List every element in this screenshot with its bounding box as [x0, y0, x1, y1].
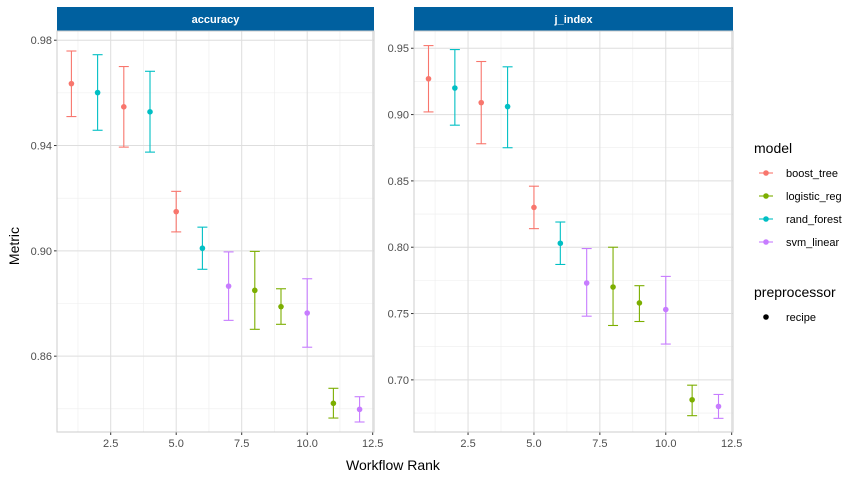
data-point-boost_tree	[121, 104, 127, 110]
y-tick-label: 0.94	[31, 141, 52, 153]
data-point-logistic_reg	[610, 284, 616, 290]
facet-strip-label: j_index	[554, 14, 594, 26]
data-point-logistic_reg	[278, 303, 284, 310]
x-tick-label: 2.5	[460, 438, 475, 450]
panel-background	[414, 31, 733, 432]
data-point-rand_forest	[147, 109, 153, 115]
legend-item-svm_linear: svm_linear	[759, 237, 840, 249]
legend: model boost_tree logistic_reg rand_forestsv…	[754, 140, 842, 324]
legend-key-point	[763, 314, 769, 320]
y-tick-label: 0.85	[388, 176, 409, 188]
panel-border	[413, 30, 734, 433]
data-point-svm_linear	[715, 403, 722, 410]
x-tick-label: 2.5	[103, 438, 118, 450]
legend-key-point	[763, 193, 769, 199]
legend-title-model: model	[754, 140, 792, 156]
legend-label: svm_linear	[786, 237, 840, 249]
legend-item-recipe: recipe	[763, 312, 816, 324]
legend-item-logistic_reg: logistic_reg	[759, 191, 842, 203]
legend-label: boost_tree	[786, 168, 838, 180]
facet-strip	[57, 7, 374, 31]
y-tick-label: 0.75	[388, 309, 409, 321]
y-tick-label: 0.95	[388, 43, 409, 55]
data-point-boost_tree	[68, 80, 75, 87]
x-tick-label: 5.0	[169, 438, 184, 450]
data-point-svm_linear	[356, 406, 363, 413]
panel-border	[56, 30, 375, 433]
x-tick-label: 10.0	[655, 438, 676, 450]
legend-title-preprocessor: preprocessor	[754, 284, 836, 300]
x-axis-title: Workflow Rank	[346, 457, 441, 473]
legend-label: logistic_reg	[786, 191, 842, 203]
legend-item-rand_forest: rand_forest	[759, 214, 842, 226]
data-point-svm_linear	[304, 310, 310, 316]
data-point-boost_tree	[531, 204, 537, 211]
panel-background	[57, 31, 374, 432]
legend-key-point	[763, 216, 769, 222]
y-tick-label: 0.86	[31, 351, 52, 363]
data-point-boost_tree	[478, 99, 485, 106]
legend-label: rand_forest	[786, 214, 842, 226]
facet-panels: accuracy 2.5 5.0 7.5 10.0 12.5 0.86 0.90 0.94 0.9…	[31, 7, 742, 450]
facet-strip-label: accuracy	[192, 14, 241, 26]
facet-strip	[414, 7, 733, 31]
data-point-rand_forest	[504, 103, 511, 110]
facet-panel-j_index: j_index 2.5 5.0 7.5 10.0 12.5 0.70 0.75 0.80 0.85…	[388, 7, 742, 450]
data-point-logistic_reg	[251, 287, 258, 294]
x-tick-label: 7.5	[592, 438, 607, 450]
data-point-svm_linear	[583, 280, 590, 286]
x-tick-label: 5.0	[526, 438, 541, 450]
y-tick-label: 0.90	[388, 110, 409, 122]
data-point-rand_forest	[452, 85, 458, 91]
y-tick-label: 0.80	[388, 242, 409, 254]
facet-panel-accuracy: accuracy 2.5 5.0 7.5 10.0 12.5 0.86 0.90 0.94 0.9…	[31, 7, 383, 450]
x-tick-label: 12.5	[721, 438, 742, 450]
y-axis-title: Metric	[6, 227, 22, 265]
y-tick-label: 0.98	[31, 35, 52, 47]
data-point-svm_linear	[225, 283, 232, 289]
data-point-boost_tree	[425, 75, 432, 82]
x-tick-label: 10.0	[296, 438, 317, 450]
data-point-logistic_reg	[689, 396, 695, 403]
x-tick-label: 7.5	[234, 438, 249, 450]
y-tick-label: 0.70	[388, 375, 409, 387]
y-tick-label: 0.90	[31, 246, 52, 258]
x-tick-label: 12.5	[362, 438, 383, 450]
data-point-boost_tree	[173, 208, 180, 215]
data-point-logistic_reg	[330, 400, 337, 407]
data-point-rand_forest	[557, 240, 564, 247]
legend-key-point	[763, 239, 769, 245]
data-point-svm_linear	[662, 306, 669, 313]
legend-item-boost_tree: boost_tree	[759, 168, 838, 180]
data-point-rand_forest	[94, 89, 101, 96]
data-point-logistic_reg	[636, 300, 643, 306]
data-point-rand_forest	[199, 245, 206, 252]
legend-key-point	[763, 170, 769, 176]
legend-label: recipe	[786, 312, 816, 324]
